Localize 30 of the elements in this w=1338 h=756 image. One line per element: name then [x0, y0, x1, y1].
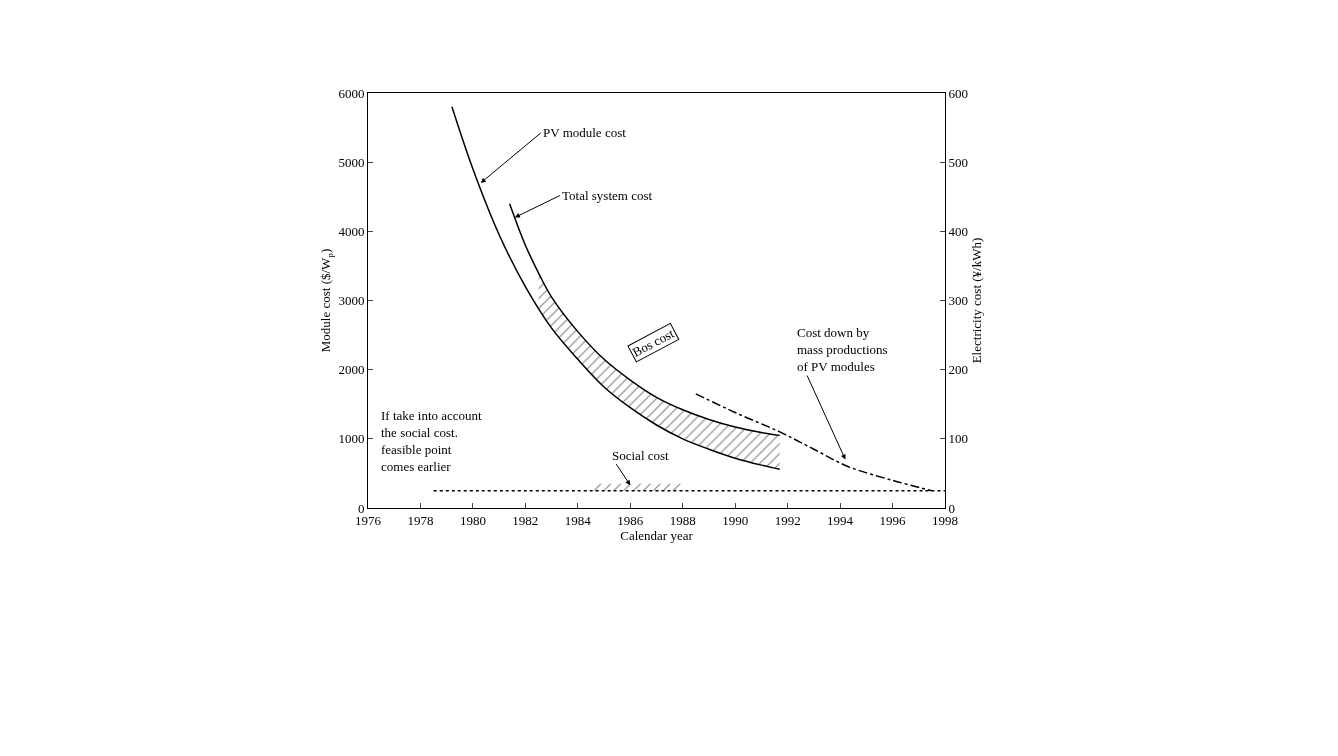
- x-tick-label: 1984: [564, 512, 592, 528]
- y-tick-label: 6000: [338, 85, 365, 101]
- annotation: If take into account the social cost. feasible point comes earlier: [381, 408, 483, 474]
- x-tick-label: 1980: [459, 512, 486, 528]
- annotation: Bos cost: [629, 325, 677, 360]
- y-tick-label: 4000: [338, 223, 365, 239]
- y2-tick-label: 200: [948, 362, 969, 378]
- y2-axis-title: Electricity cost (¥/kWh): [968, 237, 984, 364]
- y-tick-label: 2000: [338, 362, 365, 378]
- y2-tick-label: 600: [948, 85, 969, 101]
- annotation: Total system cost: [562, 188, 653, 203]
- x-tick-label: 1986: [617, 512, 644, 528]
- x-tick-label: 1978: [407, 512, 434, 528]
- y-tick-label: 5000: [338, 154, 365, 170]
- y-tick-label: 1000: [338, 431, 365, 447]
- x-tick-label: 1982: [512, 512, 539, 528]
- x-tick-label: 1988: [669, 512, 696, 528]
- y2-tick-label: 500: [948, 154, 969, 170]
- x-tick-label: 1994: [827, 512, 854, 528]
- annotation: PV module cost: [543, 125, 627, 140]
- y-tick-label: 3000: [338, 293, 365, 309]
- y2-tick-label: 400: [948, 223, 969, 239]
- y2-tick-label: 300: [948, 293, 969, 309]
- x-tick-label: 1996: [879, 512, 907, 528]
- annotation: Cost down by mass productions of PV modules: [797, 325, 888, 374]
- x-axis-title: Calendar year: [620, 527, 694, 543]
- annotation: Social cost: [612, 448, 670, 463]
- y2-tick-label: 100: [948, 431, 969, 447]
- x-tick-label: 1992: [774, 512, 801, 528]
- x-tick-label: 1990: [722, 512, 749, 528]
